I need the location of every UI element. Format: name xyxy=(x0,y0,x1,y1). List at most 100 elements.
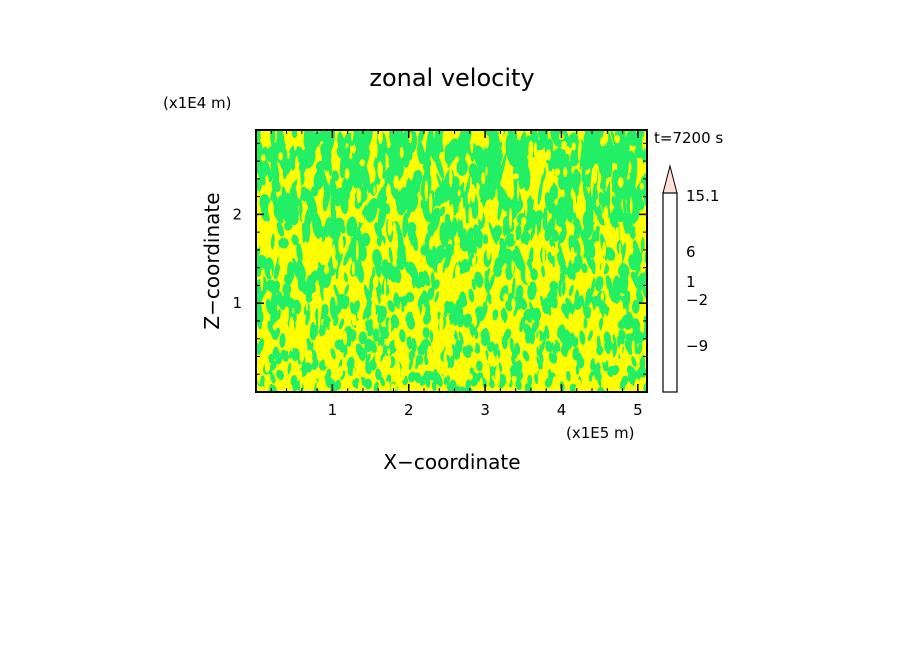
contour-blob xyxy=(530,216,538,241)
contour-blob xyxy=(264,358,270,369)
contour-blob xyxy=(482,291,487,303)
contour-blob xyxy=(351,261,356,276)
contour-blob xyxy=(615,226,620,242)
contour-blob xyxy=(287,151,290,159)
contour-blob xyxy=(634,146,644,159)
contour-blob xyxy=(542,206,548,231)
contour-blob xyxy=(261,154,266,162)
contour-blob xyxy=(405,292,415,303)
contour-blob xyxy=(511,355,517,368)
contour-blob xyxy=(359,191,368,203)
contour-blob xyxy=(632,327,642,342)
contour-blob xyxy=(436,262,443,280)
contour-blob xyxy=(449,355,455,369)
contour-blob xyxy=(513,306,518,317)
colorbar-label: 1 xyxy=(686,273,696,291)
contour-blob xyxy=(367,326,374,337)
contour-blob xyxy=(522,350,530,362)
x-tick-label: 1 xyxy=(328,401,338,419)
contour-blob xyxy=(539,156,545,176)
contour-blob xyxy=(408,371,417,383)
contour-blob xyxy=(375,143,378,159)
contour-blob xyxy=(487,355,491,362)
contour-blob xyxy=(509,207,512,230)
contour-blob xyxy=(343,272,348,283)
contour-blob xyxy=(285,298,296,309)
contour-blob xyxy=(529,268,538,281)
contour-blob xyxy=(282,283,292,296)
contour-blob xyxy=(444,138,460,165)
contour-blob xyxy=(399,329,406,343)
contour-blob xyxy=(468,373,473,381)
contour-blob xyxy=(444,143,451,157)
contour-blob xyxy=(352,191,356,207)
contour-blob xyxy=(395,190,403,210)
contour-blob xyxy=(534,224,538,242)
contour-blob xyxy=(270,311,276,326)
contour-blob xyxy=(609,130,619,154)
contour-blob xyxy=(406,191,419,213)
contour-blob xyxy=(376,185,389,209)
contour-blob xyxy=(627,344,633,356)
contour-blob xyxy=(458,331,464,345)
contour-blob xyxy=(386,355,392,368)
contour-blob xyxy=(482,234,489,245)
contour-blob xyxy=(474,342,481,354)
contour-blob xyxy=(284,220,293,231)
contour-blob xyxy=(509,337,514,352)
contour-blob xyxy=(615,383,620,392)
contour-blob xyxy=(590,258,596,275)
x-scale-label: (x1E5 m) xyxy=(566,424,635,442)
contour-blob xyxy=(472,224,483,249)
contour-blob xyxy=(600,137,606,147)
contour-blob xyxy=(406,222,417,235)
contour-blob xyxy=(517,180,520,201)
contour-blob xyxy=(491,293,494,309)
contour-blob xyxy=(603,205,609,225)
contour-blob xyxy=(635,221,641,239)
contour-blob xyxy=(533,307,542,322)
contour-blob xyxy=(266,279,276,292)
contour-blob xyxy=(519,131,527,154)
contour-blob xyxy=(637,342,643,355)
contour-blob xyxy=(540,341,545,352)
contour-blob xyxy=(311,358,319,370)
contour-blob xyxy=(265,234,270,253)
contour-blob xyxy=(352,367,356,380)
contour-blob xyxy=(356,188,362,204)
contour-blob xyxy=(554,168,561,176)
contour-blob xyxy=(573,221,581,241)
contour-blob xyxy=(447,147,456,169)
contour-blob xyxy=(424,231,432,245)
contour-blob xyxy=(454,305,462,322)
contour-blob xyxy=(439,206,446,217)
contour-blob xyxy=(286,373,289,383)
contour-blob xyxy=(601,165,606,194)
contour-blob xyxy=(596,345,604,356)
contour-blob xyxy=(617,319,627,330)
contour-blob xyxy=(474,271,484,288)
contour-blob xyxy=(426,345,433,362)
contour-blob xyxy=(631,356,637,368)
contour-blob xyxy=(602,313,608,333)
contour-blob xyxy=(550,306,554,317)
contour-blob xyxy=(537,331,540,350)
contour-blob xyxy=(492,309,499,321)
contour-blob xyxy=(343,249,351,266)
contour-blob xyxy=(306,338,312,350)
contour-blob xyxy=(559,198,565,210)
contour-blob xyxy=(563,167,568,177)
contour-blob xyxy=(632,239,641,263)
contour-blob xyxy=(349,301,355,315)
contour-blob xyxy=(350,240,357,264)
contour-blob xyxy=(319,281,324,301)
contour-blob xyxy=(486,363,491,385)
contour-blob xyxy=(640,315,645,334)
contour-blob xyxy=(408,159,414,181)
contour-blob xyxy=(264,259,271,274)
contour-blob xyxy=(611,229,616,242)
contour-blob xyxy=(447,276,453,291)
contour-blob xyxy=(549,238,556,249)
contour-blob xyxy=(548,368,552,380)
contour-blob xyxy=(365,362,372,375)
